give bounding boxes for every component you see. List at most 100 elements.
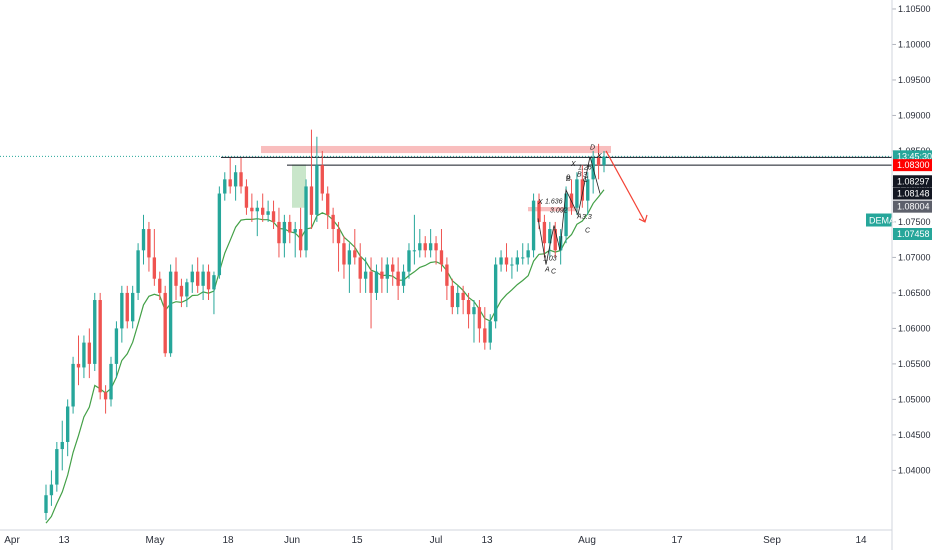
candle-body [87, 342, 92, 364]
dema-tag [866, 213, 892, 227]
pattern-label: X [570, 161, 576, 168]
candle-body [44, 495, 48, 513]
candle-body [515, 257, 519, 265]
candle-body [483, 328, 487, 343]
candle-body [456, 292, 460, 308]
candle-body [266, 211, 270, 215]
candle-body [60, 441, 64, 450]
price-badge-label: 1.08148 [897, 189, 930, 199]
time-tick-label: May [146, 535, 165, 546]
candle-body [174, 271, 178, 286]
candle-body [147, 229, 151, 258]
candle-body [282, 221, 287, 244]
time-axis[interactable]: Apr 13 May 18 Jun 15 Jul 13 Aug 17 Sep 14 [4, 535, 867, 546]
candle-body [93, 300, 97, 364]
pattern-label: 1.636 [545, 198, 563, 205]
candle-body [212, 275, 216, 290]
dema-line [45, 189, 605, 524]
pattern-label: C [583, 177, 589, 184]
candle-body [575, 179, 579, 208]
candle-body [499, 257, 503, 265]
time-tick-label: 17 [671, 535, 683, 546]
candle-body [488, 321, 492, 343]
candle-body [201, 271, 205, 286]
candle-body [369, 271, 373, 293]
pattern-label: D [590, 145, 595, 152]
candle-body [304, 186, 308, 251]
candle-body [531, 200, 536, 251]
candle-body [141, 229, 146, 251]
candle-body [163, 292, 167, 354]
candle-body [131, 292, 135, 322]
price-badge-label: 1.08297 [897, 176, 930, 186]
candle-body [288, 221, 292, 233]
candle-body [326, 193, 330, 215]
candle-body [564, 193, 568, 237]
price-tick-label: 1.05500 [898, 359, 931, 369]
pattern-label: 1.03 [543, 255, 557, 262]
price-badge [893, 175, 932, 188]
candle-body [407, 250, 411, 272]
pattern-label: B [566, 176, 571, 183]
candle-body [277, 221, 281, 244]
price-axis[interactable]: 1.105001.100001.095001.090001.085001.080… [892, 4, 931, 475]
candle-body [55, 449, 59, 485]
candle-body [542, 221, 547, 244]
candle-body [493, 264, 498, 322]
price-badge-label: 1.07458 [897, 229, 930, 239]
candle-body [342, 243, 346, 265]
resistance-zone [261, 145, 611, 212]
projection-arrow-line [605, 150, 646, 223]
pattern-label: 3.092 [550, 208, 568, 215]
candle-body [233, 172, 238, 187]
candle-body [228, 179, 232, 187]
pattern-label: 3. [583, 172, 589, 179]
candle-body [428, 243, 433, 251]
candle-body [596, 158, 601, 166]
candle-body [374, 271, 379, 293]
price-badge [893, 200, 932, 213]
candle-body [401, 271, 406, 286]
pattern-label: X [537, 199, 543, 206]
price-tick-label: 1.06000 [898, 323, 931, 333]
candle-body [510, 264, 514, 266]
time-tick-label: 13 [58, 535, 70, 546]
candle-body [76, 363, 81, 368]
horizontal-lines [0, 155, 892, 166]
candle-body [206, 271, 211, 290]
candle-body [103, 392, 108, 400]
candle-body [136, 250, 140, 293]
candle-body [71, 363, 75, 407]
candle-body [239, 172, 243, 187]
dema-series [45, 189, 605, 524]
price-tick-label: 1.04000 [898, 465, 931, 475]
candle-body [396, 271, 400, 286]
time-tick-label: 14 [855, 535, 867, 546]
time-tick-label: 18 [222, 535, 234, 546]
time-tick-label: Aug [578, 535, 596, 546]
pattern-label: 0. [566, 174, 572, 181]
candle-body [293, 229, 297, 233]
pattern-label: C [551, 269, 557, 276]
candle-body [353, 250, 357, 258]
price-badges: 13:45:301.08300 1.08297 1.08148 1.08004 1.07… [866, 150, 932, 240]
price-badge [893, 159, 932, 172]
candle-body [445, 264, 449, 286]
candle-body [358, 257, 362, 279]
candle-body [271, 211, 276, 222]
candle-body [179, 285, 184, 297]
time-tick-label: 13 [481, 535, 493, 546]
candle-body [336, 229, 341, 244]
time-tick-label: Sep [763, 535, 781, 546]
candle-body [461, 292, 465, 301]
pattern-label: X [596, 153, 602, 160]
candle-body [439, 250, 444, 265]
candle-body [548, 229, 552, 244]
pattern-path [537, 156, 601, 265]
price-tick-label: 1.10500 [898, 4, 931, 14]
price-tick-label: 1.07000 [898, 252, 931, 262]
zone-small [528, 207, 578, 212]
candle-body [49, 484, 54, 496]
